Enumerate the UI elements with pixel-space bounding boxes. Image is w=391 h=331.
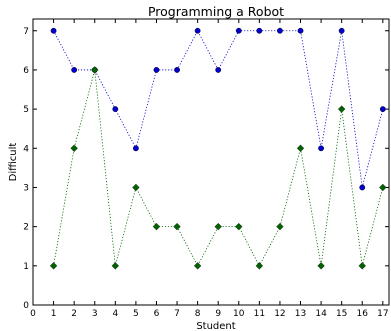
series-1-point: [338, 27, 345, 34]
x-tick-label: 12: [274, 309, 285, 319]
x-tick-label: 11: [254, 309, 265, 319]
series-1-point: [194, 27, 201, 34]
y-tick-label: 2: [23, 223, 29, 233]
x-tick-label: 5: [133, 309, 139, 319]
series-2-point: [193, 262, 202, 270]
series-1-point: [318, 145, 324, 152]
series-2-point: [132, 183, 140, 192]
series-1-point: [71, 67, 78, 73]
y-tick-label: 3: [23, 183, 29, 193]
x-tick-label: 6: [154, 309, 160, 319]
series-1-point: [112, 106, 119, 113]
x-tick-label: 2: [71, 309, 77, 319]
y-tick-label: 4: [23, 144, 29, 154]
series-1-point: [174, 67, 180, 73]
x-tick-label: 10: [233, 309, 245, 319]
y-tick-label: 1: [23, 262, 29, 272]
x-tick-label: 7: [174, 309, 180, 319]
y-axis-label: Difficult: [8, 143, 19, 182]
plot-frame: [32, 18, 390, 306]
x-tick-label: 14: [315, 309, 327, 319]
series-1-point: [256, 27, 263, 34]
series-2-point: [358, 262, 366, 270]
series-1-point: [359, 184, 366, 191]
series-1-point: [132, 145, 139, 152]
series-2-point: [49, 262, 58, 270]
series-2-point: [111, 262, 119, 270]
x-tick-label: 1: [51, 309, 57, 319]
x-tick-label: 16: [357, 309, 369, 319]
series-2-point: [70, 144, 78, 152]
y-tick-label: 7: [23, 27, 29, 37]
x-tick-label: 15: [336, 309, 347, 319]
series-1-point: [215, 67, 222, 73]
series-2-point: [173, 222, 181, 231]
series-2-point: [337, 105, 346, 113]
series-2-point: [379, 183, 387, 192]
series-1-point: [235, 27, 242, 34]
series-2-point: [214, 222, 222, 231]
x-tick-label: 9: [215, 309, 221, 319]
series-2-point: [296, 144, 305, 152]
series-2-point: [317, 262, 325, 270]
series-2-line: [53, 69, 384, 267]
series-1-point: [297, 27, 304, 34]
y-tick-label: 6: [23, 66, 29, 76]
series-1-point: [379, 106, 386, 113]
x-tick-label: 17: [377, 309, 388, 319]
x-tick-label: 0: [30, 309, 36, 319]
y-tick-label: 0: [23, 301, 29, 311]
series-2-point: [255, 262, 264, 270]
x-tick-label: 13: [295, 309, 306, 319]
series-2-point: [276, 222, 284, 231]
series-1-line: [53, 29, 384, 188]
chart-title: Programming a Robot: [148, 4, 284, 19]
series-2-point: [91, 66, 99, 74]
series-2-point: [152, 222, 161, 231]
series-2-point: [235, 222, 243, 231]
x-tick-label: 3: [92, 309, 98, 319]
series-1-point: [277, 27, 283, 34]
x-tick-label: 4: [112, 309, 118, 319]
x-tick-label: 8: [195, 309, 201, 319]
y-tick-label: 5: [23, 105, 29, 115]
series-1-point: [50, 27, 57, 34]
series-1-point: [153, 67, 160, 73]
x-axis-label: Student: [196, 321, 235, 331]
